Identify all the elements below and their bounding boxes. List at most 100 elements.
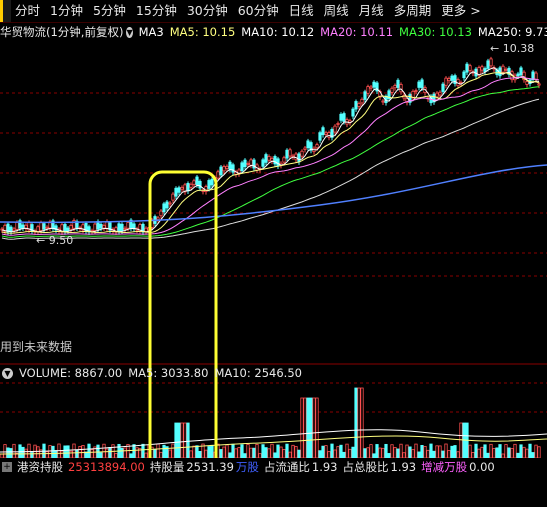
candle-body: [36, 226, 40, 233]
candle-body: [261, 159, 265, 167]
kline-chart[interactable]: [0, 40, 547, 458]
candle-body: [372, 81, 376, 88]
volume-bar: [21, 446, 25, 458]
hk-holding-label[interactable]: 港资持股: [17, 459, 63, 474]
volume-bar: [360, 387, 364, 458]
volume-bar: [288, 451, 292, 458]
volume-bar: [327, 451, 331, 458]
volume-bar: [237, 447, 241, 458]
candle-body: [285, 149, 289, 159]
candle-body: [360, 98, 364, 104]
volume-bar: [258, 453, 262, 458]
volume-bar: [423, 445, 427, 458]
volume-bar: [390, 444, 394, 458]
hk-holding-bar: + 港资持股 25313894.00 持股量 2531.39 万股 占流通比 1…: [0, 458, 547, 475]
tab-more[interactable]: 更多 >: [437, 0, 486, 22]
period-tabs: 分时 1分钟 5分钟 15分钟 30分钟 60分钟 日线 周线 月线 多周期 更…: [0, 0, 547, 23]
candle-body: [225, 165, 229, 170]
volume-bar: [345, 443, 349, 458]
candle-body: [381, 100, 385, 103]
volume-bar: [171, 443, 175, 458]
volume-bar: [81, 445, 85, 458]
candle-body: [177, 187, 181, 193]
candle-body: [453, 75, 457, 84]
volume-bar: [393, 447, 397, 458]
volume-bar: [432, 450, 436, 458]
volume-bar: [513, 443, 517, 458]
volume-bar: [252, 447, 256, 458]
candle-body: [39, 222, 43, 232]
volume-bar: [279, 446, 283, 458]
tab-30min[interactable]: 30分钟: [186, 3, 228, 18]
tab-monthly[interactable]: 月线: [358, 3, 384, 18]
max-price-value: 10.38: [502, 42, 535, 55]
volume-bar: [234, 448, 238, 458]
volume-bar: [36, 446, 40, 458]
candle-body: [444, 77, 448, 86]
chevron-down-icon[interactable]: ▼: [2, 367, 13, 379]
volume-bar: [9, 448, 13, 458]
volume-bar: [162, 444, 166, 458]
volume-bar: [123, 447, 127, 458]
candle-body: [195, 176, 199, 186]
volume-bar: [357, 387, 361, 458]
volume-bar: [267, 448, 271, 458]
candle-body: [366, 86, 370, 94]
candle-body: [219, 166, 223, 176]
tab-daily[interactable]: 日线: [288, 3, 314, 18]
volume-bar: [198, 450, 202, 458]
candle-body: [441, 83, 445, 92]
volume-bar: [195, 445, 199, 458]
volume-bar: [45, 451, 49, 458]
candle-body: [21, 224, 25, 229]
volume-bar: [366, 447, 370, 458]
volume-bar: [168, 449, 172, 458]
candle-body: [327, 132, 331, 138]
volume-bar: [507, 447, 511, 458]
volume-bar: [321, 445, 325, 458]
volume-bar: [519, 444, 523, 458]
candle-body: [330, 129, 334, 138]
tab-intraday[interactable]: 分时: [15, 3, 41, 18]
candle-body: [123, 227, 127, 230]
volume-bar: [246, 444, 250, 458]
candle-body: [63, 223, 67, 233]
volume-bar: [207, 446, 211, 458]
volume-bar: [156, 443, 160, 458]
min-price-label: ← 9.50: [36, 234, 74, 247]
highlight-box: [148, 170, 218, 458]
volume-bar: [489, 443, 493, 458]
tab-multi-period[interactable]: 多周期: [393, 3, 432, 18]
candle-body: [270, 157, 274, 162]
min-price-value: 9.50: [48, 234, 74, 247]
chevron-down-icon[interactable]: ▼: [126, 26, 133, 38]
ma5-line: [1, 72, 540, 234]
holding-qty-label: 持股量: [149, 459, 185, 474]
candle-body: [468, 65, 472, 71]
volume-bar: [438, 445, 442, 458]
tab-15min[interactable]: 15分钟: [135, 3, 177, 18]
volume-bar: [324, 445, 328, 458]
candle-body: [69, 224, 73, 230]
volume-bar: [72, 443, 76, 458]
candle-body: [15, 221, 19, 230]
candle-body: [405, 98, 409, 103]
tab-weekly[interactable]: 周线: [323, 3, 349, 18]
candle-body: [159, 210, 163, 217]
candle-body: [42, 223, 46, 230]
ma20-label: MA20: 10.11: [320, 25, 394, 39]
tab-5min[interactable]: 5分钟: [92, 3, 126, 18]
volume-bar: [429, 443, 433, 458]
volume-bar: [396, 448, 400, 458]
expand-icon[interactable]: +: [2, 461, 12, 472]
tab-60min[interactable]: 60分钟: [237, 3, 279, 18]
ma3-line: [1, 67, 540, 233]
tab-1min[interactable]: 1分钟: [50, 3, 83, 18]
volume-bar: [210, 444, 214, 458]
volume-bar: [498, 444, 502, 458]
future-data-note: 用到未来数据: [0, 340, 73, 354]
volume-bar: [348, 448, 352, 458]
volume-bar: [294, 446, 298, 458]
volume-bar: [141, 443, 145, 458]
candle-body: [192, 180, 196, 185]
